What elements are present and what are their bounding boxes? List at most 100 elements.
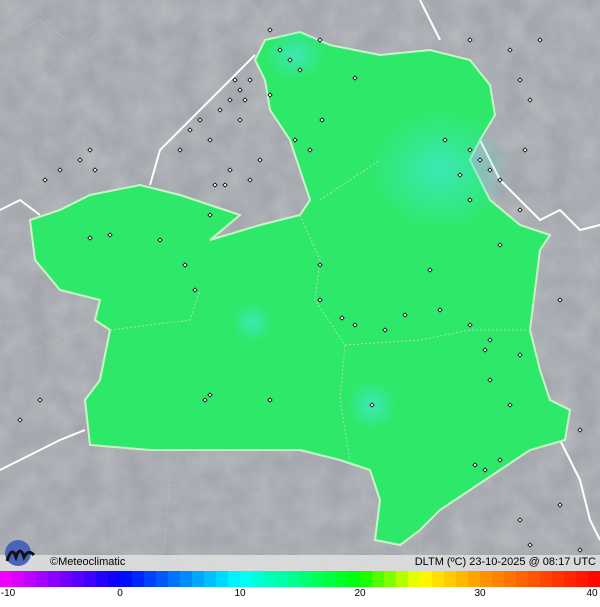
station-diamond-icon [457, 172, 463, 178]
color-scale-step [504, 571, 516, 587]
station-diamond-icon [217, 107, 223, 113]
station-diamond-icon [437, 307, 443, 313]
color-scale-step [12, 571, 24, 587]
station-diamond-icon [517, 207, 523, 213]
color-scale-step [252, 571, 264, 587]
color-scale-step [468, 571, 480, 587]
tick-label: 0 [117, 588, 123, 599]
color-scale-step [36, 571, 48, 587]
station-diamond-icon [267, 397, 273, 403]
meteoclimatic-logo [5, 540, 36, 566]
station-diamond-icon [482, 467, 488, 473]
station-diamond-icon [477, 157, 483, 163]
station-diamond-icon [197, 117, 203, 123]
station-diamond-icon [497, 242, 503, 248]
color-scale-step [72, 571, 84, 587]
station-diamond-icon [267, 92, 273, 98]
station-diamond-icon [237, 87, 243, 93]
color-scale-step [120, 571, 132, 587]
color-scale-step [156, 571, 168, 587]
station-diamond-icon [87, 147, 93, 153]
station-diamond-icon [227, 167, 233, 173]
station-diamond-icon [352, 75, 358, 81]
color-scale-step [564, 571, 576, 587]
station-diamond-icon [369, 402, 375, 408]
station-diamond-icon [317, 297, 323, 303]
station-diamond-icon [517, 77, 523, 83]
station-diamond-icon [402, 312, 408, 318]
color-scale-ticks: -10 0 10 20 30 40 [0, 588, 600, 606]
station-diamond-icon [77, 157, 83, 163]
color-scale-step [528, 571, 540, 587]
station-diamond-icon [442, 137, 448, 143]
tick-label: 10 [234, 588, 246, 599]
color-scale-step [24, 571, 36, 587]
footer-band [0, 555, 600, 571]
tick-label: -10 [0, 588, 16, 599]
station-diamond-icon [292, 137, 298, 143]
color-scale-step [216, 571, 228, 587]
color-scale-step [132, 571, 144, 587]
station-diamond-icon [339, 315, 345, 321]
station-diamond-icon [182, 262, 188, 268]
color-scale-step [336, 571, 348, 587]
station-diamond-icon [212, 182, 218, 188]
station-diamond-icon [207, 212, 213, 218]
station-diamond-icon [317, 37, 323, 43]
station-diamond-icon [227, 97, 233, 103]
station-diamond-icon [522, 147, 528, 153]
station-diamond-icon [257, 157, 263, 163]
station-diamond-icon [307, 147, 313, 153]
station-diamond-icon [157, 237, 163, 243]
color-scale-step [276, 571, 288, 587]
station-diamond-icon [192, 287, 198, 293]
province-borders [0, 9, 421, 571]
station-diamond-icon [467, 147, 473, 153]
color-scale-step [540, 571, 552, 587]
color-scale-step [396, 571, 408, 587]
color-scale-step [288, 571, 300, 587]
weather-stations [17, 27, 583, 563]
color-scale-step [144, 571, 156, 587]
station-diamond-icon [177, 147, 183, 153]
station-diamond-icon [507, 47, 513, 53]
color-scale-step [48, 571, 60, 587]
station-diamond-icon [487, 377, 493, 383]
station-diamond-icon [207, 137, 213, 143]
color-scale-step [576, 571, 588, 587]
station-diamond-icon [497, 457, 503, 463]
station-diamond-icon [517, 517, 523, 523]
station-diamond-icon [247, 177, 253, 183]
station-diamond-icon [222, 182, 228, 188]
station-diamond-icon [517, 352, 523, 358]
color-scale-step [84, 571, 96, 587]
station-diamond-icon [577, 427, 583, 433]
station-diamond-icon [17, 417, 23, 423]
color-scale-step [516, 571, 528, 587]
color-scale-step [180, 571, 192, 587]
station-diamond-icon [487, 167, 493, 173]
station-diamond-icon [187, 127, 193, 133]
color-scale-step [0, 571, 12, 587]
color-scale-step [192, 571, 204, 587]
station-diamond-icon [317, 262, 323, 268]
color-scale-step [384, 571, 396, 587]
station-diamond-icon [202, 397, 208, 403]
station-diamond-icon [37, 397, 43, 403]
station-diamond-icon [87, 235, 93, 241]
color-scale-step [60, 571, 72, 587]
station-diamond-icon [467, 37, 473, 43]
station-diamond-icon [42, 177, 48, 183]
internal-borders [109, 159, 530, 461]
color-scale-step [324, 571, 336, 587]
tick-label: 20 [354, 588, 366, 599]
color-scale-step [432, 571, 444, 587]
color-scale-step [312, 571, 324, 587]
color-scale-step [372, 571, 384, 587]
station-diamond-icon [352, 322, 358, 328]
credit-text: ©Meteoclimatic [50, 556, 126, 568]
station-diamond-icon [557, 502, 563, 508]
color-scale-step [588, 571, 600, 587]
station-diamond-icon [497, 177, 503, 183]
station-diamond-icon [557, 297, 563, 303]
